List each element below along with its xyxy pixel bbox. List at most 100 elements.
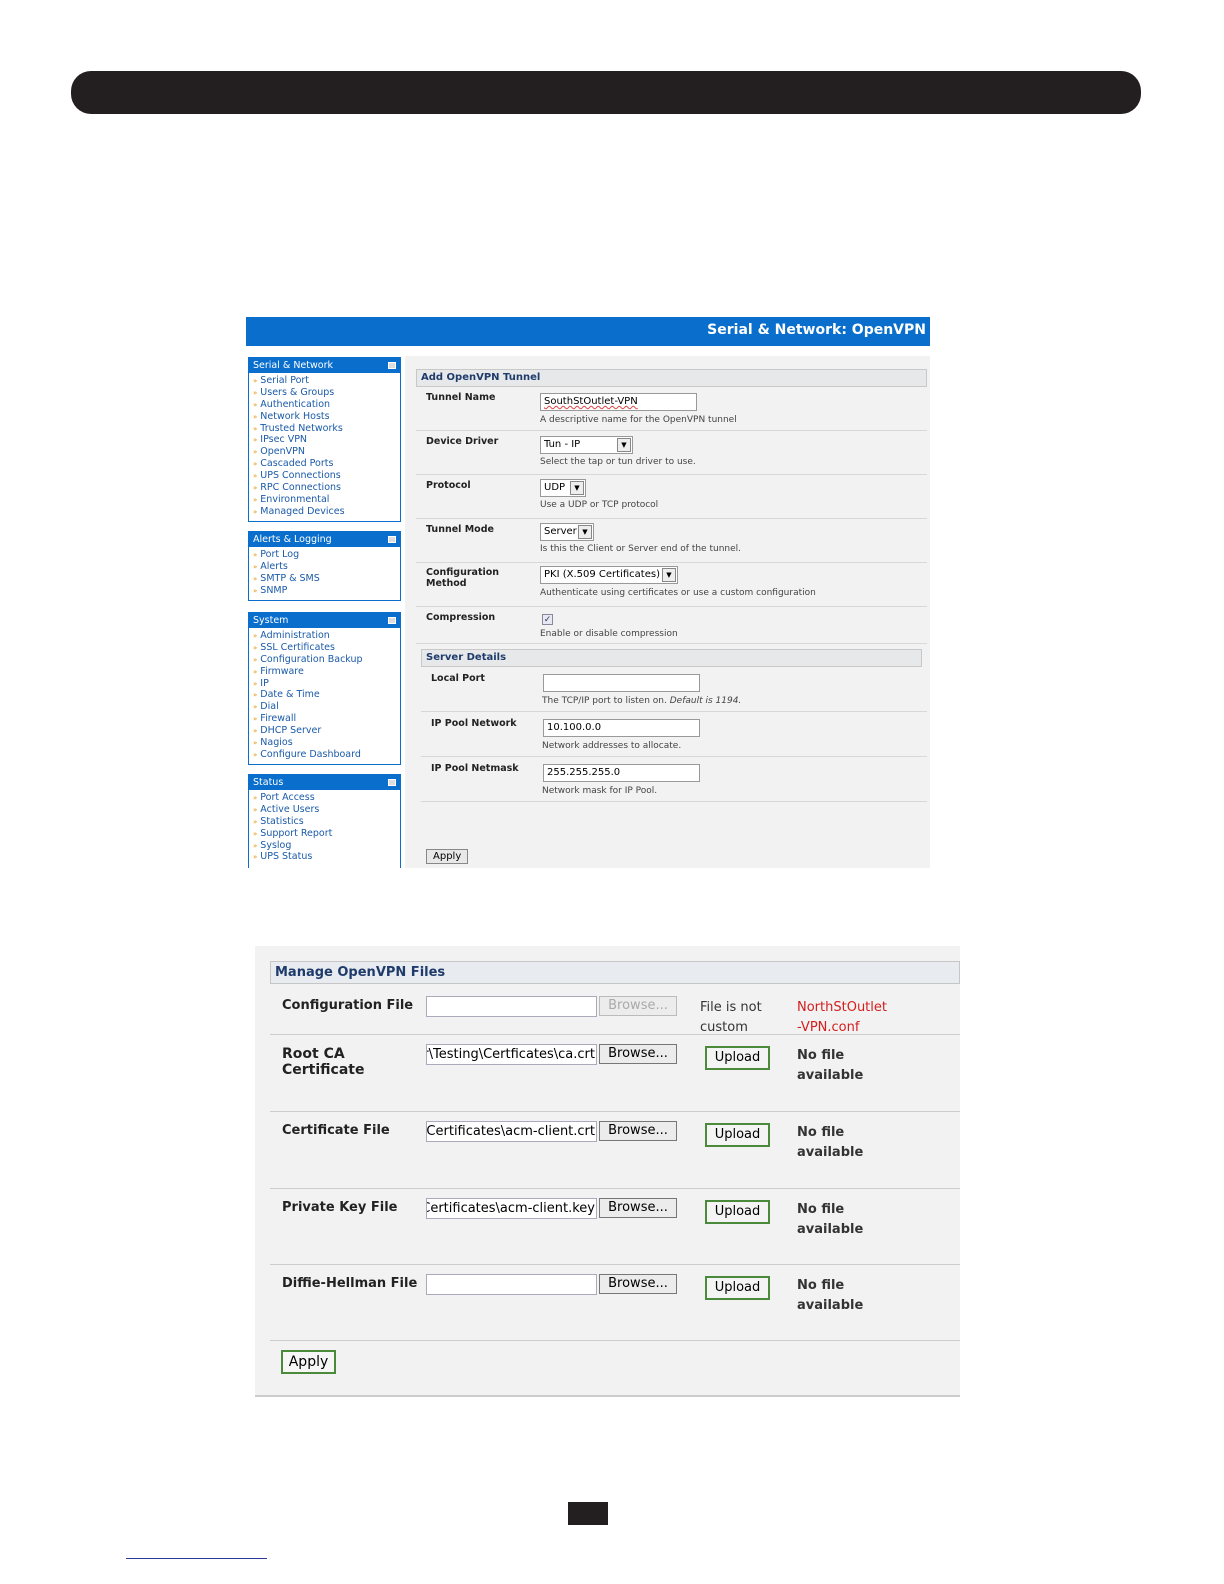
sidebar-item[interactable]: » Alerts <box>253 561 400 573</box>
sidebar-item[interactable]: » Environmental <box>253 494 400 506</box>
sidebar-group-header[interactable]: Alerts & Logging <box>249 532 400 547</box>
protocol-select[interactable]: UDP ▼ <box>540 479 586 497</box>
browse-button[interactable]: Browse... <box>599 1198 677 1218</box>
certificate-file-label: Certificate File <box>282 1123 390 1138</box>
configuration-method-select[interactable]: PKI (X.509 Certificates) ▼ <box>540 566 678 584</box>
device-driver-select[interactable]: Tun - IP ▼ <box>540 436 633 454</box>
private-key-file-input[interactable]: ng\Certificates\acm-client.key <box>426 1198 597 1219</box>
browse-button[interactable]: Browse... <box>599 1274 677 1294</box>
collapse-icon[interactable] <box>388 617 396 624</box>
configuration-file-input[interactable] <box>426 996 597 1017</box>
file-name-line: NorthStOutlet <box>797 1000 887 1015</box>
sidebar-item-label: Syslog <box>260 839 292 851</box>
sidebar-group-header[interactable]: Serial & Network <box>249 358 400 373</box>
browse-button[interactable]: Browse... <box>599 1044 677 1064</box>
sidebar-item[interactable]: » Trusted Networks <box>253 423 400 435</box>
sidebar-item[interactable]: » UPS Status <box>253 851 400 863</box>
browse-button[interactable]: Browse... <box>599 1121 677 1141</box>
status-line: available <box>797 1145 864 1160</box>
sidebar-item[interactable]: » IP <box>253 678 400 690</box>
row-ip-pool-network: IP Pool Network 10.100.0.0 Network addre… <box>421 713 927 757</box>
row-tunnel-name: Tunnel Name SouthStOutlet-VPN A descript… <box>416 388 927 431</box>
sidebar-item[interactable]: » Firewall <box>253 713 400 725</box>
configuration-method-hint: Authenticate using certificates or use a… <box>540 588 816 598</box>
chevron-right-icon: » <box>253 739 258 748</box>
sidebar-item[interactable]: » Managed Devices <box>253 506 400 518</box>
sidebar-item[interactable]: » Date & Time <box>253 689 400 701</box>
collapse-icon[interactable] <box>388 779 396 786</box>
tunnel-name-input[interactable]: SouthStOutlet-VPN <box>540 393 697 411</box>
sidebar-item[interactable]: » RPC Connections <box>253 482 400 494</box>
sidebar-group-header[interactable]: System <box>249 613 400 628</box>
sidebar-item[interactable]: » Support Report <box>253 828 400 840</box>
sidebar-group: System» Administration» SSL Certificates» C… <box>248 612 401 765</box>
chevron-right-icon: » <box>253 632 258 640</box>
sidebar-item[interactable]: » Firmware <box>253 666 400 678</box>
ip-pool-network-input[interactable]: 10.100.0.0 <box>543 719 700 737</box>
private-key-file-label: Private Key File <box>282 1200 398 1215</box>
diffie-hellman-file-label: Diffie-Hellman File <box>282 1276 418 1291</box>
sidebar-item-label: Port Log <box>260 549 300 560</box>
upload-button[interactable]: Upload <box>705 1200 770 1224</box>
sidebar-item[interactable]: » Port Log <box>253 549 400 561</box>
sidebar-item-label: Environmental <box>260 493 330 505</box>
sidebar-item[interactable]: » Nagios <box>253 737 400 749</box>
sidebar-item[interactable]: » Cascaded Ports <box>253 458 400 470</box>
chevron-right-icon: » <box>253 562 258 571</box>
sidebar-item[interactable]: » OpenVPN <box>253 446 400 458</box>
ip-pool-netmask-input[interactable]: 255.255.255.0 <box>543 764 700 782</box>
certificate-file-input[interactable]: ting\Certificates\acm-client.crt <box>426 1121 597 1142</box>
sidebar-item[interactable]: » DHCP Server <box>253 725 400 737</box>
sidebar-item[interactable]: » SMTP & SMS <box>253 573 400 585</box>
sidebar-item[interactable]: » Syslog <box>253 840 400 852</box>
chevron-right-icon: » <box>253 586 258 595</box>
collapse-icon[interactable] <box>388 536 396 543</box>
sidebar-item[interactable]: » Active Users <box>253 804 400 816</box>
private-key-file-status: No file available <box>797 1200 863 1240</box>
sidebar-item[interactable]: » Configure Dashboard <box>253 749 400 761</box>
row-diffie-hellman-file: Diffie-Hellman File Browse... Upload No … <box>270 1266 960 1341</box>
apply-button[interactable]: Apply <box>281 1350 336 1374</box>
sidebar-group-title: Serial & Network <box>253 360 333 371</box>
section-server-details: Server Details <box>421 649 922 667</box>
manage-openvpn-files-screenshot: Manage OpenVPN Files Configuration File … <box>255 946 960 1397</box>
sidebar-item[interactable]: » UPS Connections <box>253 470 400 482</box>
local-port-input[interactable] <box>543 674 700 692</box>
status-line: No file <box>797 1125 845 1140</box>
sidebar-item[interactable]: » Users & Groups <box>253 387 400 399</box>
status-line: No file <box>797 1048 845 1063</box>
row-private-key-file: Private Key File ng\Certificates\acm-cli… <box>270 1190 960 1265</box>
sidebar-item[interactable]: » Statistics <box>253 816 400 828</box>
upload-button[interactable]: Upload <box>705 1123 770 1147</box>
upload-button[interactable]: Upload <box>705 1276 770 1300</box>
collapse-icon[interactable] <box>388 362 396 369</box>
apply-button[interactable]: Apply <box>426 849 469 864</box>
chevron-right-icon: » <box>253 424 258 433</box>
root-ca-input[interactable]: ear\Testing\Certficates\ca.crt <box>426 1044 597 1065</box>
sidebar-group-title: System <box>253 615 289 626</box>
upload-button[interactable]: Upload <box>705 1046 770 1070</box>
file-name-line: -VPN.conf <box>797 1020 860 1035</box>
protocol-value: UDP <box>544 482 566 493</box>
configuration-method-label: Configuration Method <box>426 567 499 589</box>
sidebar-item-label: Nagios <box>260 737 293 749</box>
sidebar-item[interactable]: » Configuration Backup <box>253 654 400 666</box>
sidebar-item[interactable]: » SSL Certificates <box>253 642 400 654</box>
sidebar-item[interactable]: » Network Hosts <box>253 411 400 423</box>
chevron-right-icon: » <box>253 643 258 652</box>
sidebar-item[interactable]: » Dial <box>253 701 400 713</box>
sidebar-item[interactable]: » Administration <box>253 630 400 642</box>
compression-checkbox[interactable]: ✓ <box>542 614 553 625</box>
sidebar-item-label: UPS Status <box>260 851 313 863</box>
sidebar-group-header[interactable]: Status <box>249 775 400 790</box>
sidebar-item[interactable]: » SNMP <box>253 585 400 597</box>
sidebar-item[interactable]: » IPsec VPN <box>253 434 400 446</box>
tunnel-mode-select[interactable]: Server ▼ <box>540 523 594 541</box>
sidebar-item-label: RPC Connections <box>260 482 341 494</box>
sidebar-item[interactable]: » Authentication <box>253 399 400 411</box>
sidebar-item[interactable]: » Serial Port <box>253 375 400 387</box>
browse-button[interactable]: Browse... <box>599 996 677 1016</box>
sidebar-item[interactable]: » Port Access <box>253 792 400 804</box>
sidebar-item-label: Configure Dashboard <box>260 748 361 760</box>
diffie-hellman-file-input[interactable] <box>426 1274 597 1295</box>
